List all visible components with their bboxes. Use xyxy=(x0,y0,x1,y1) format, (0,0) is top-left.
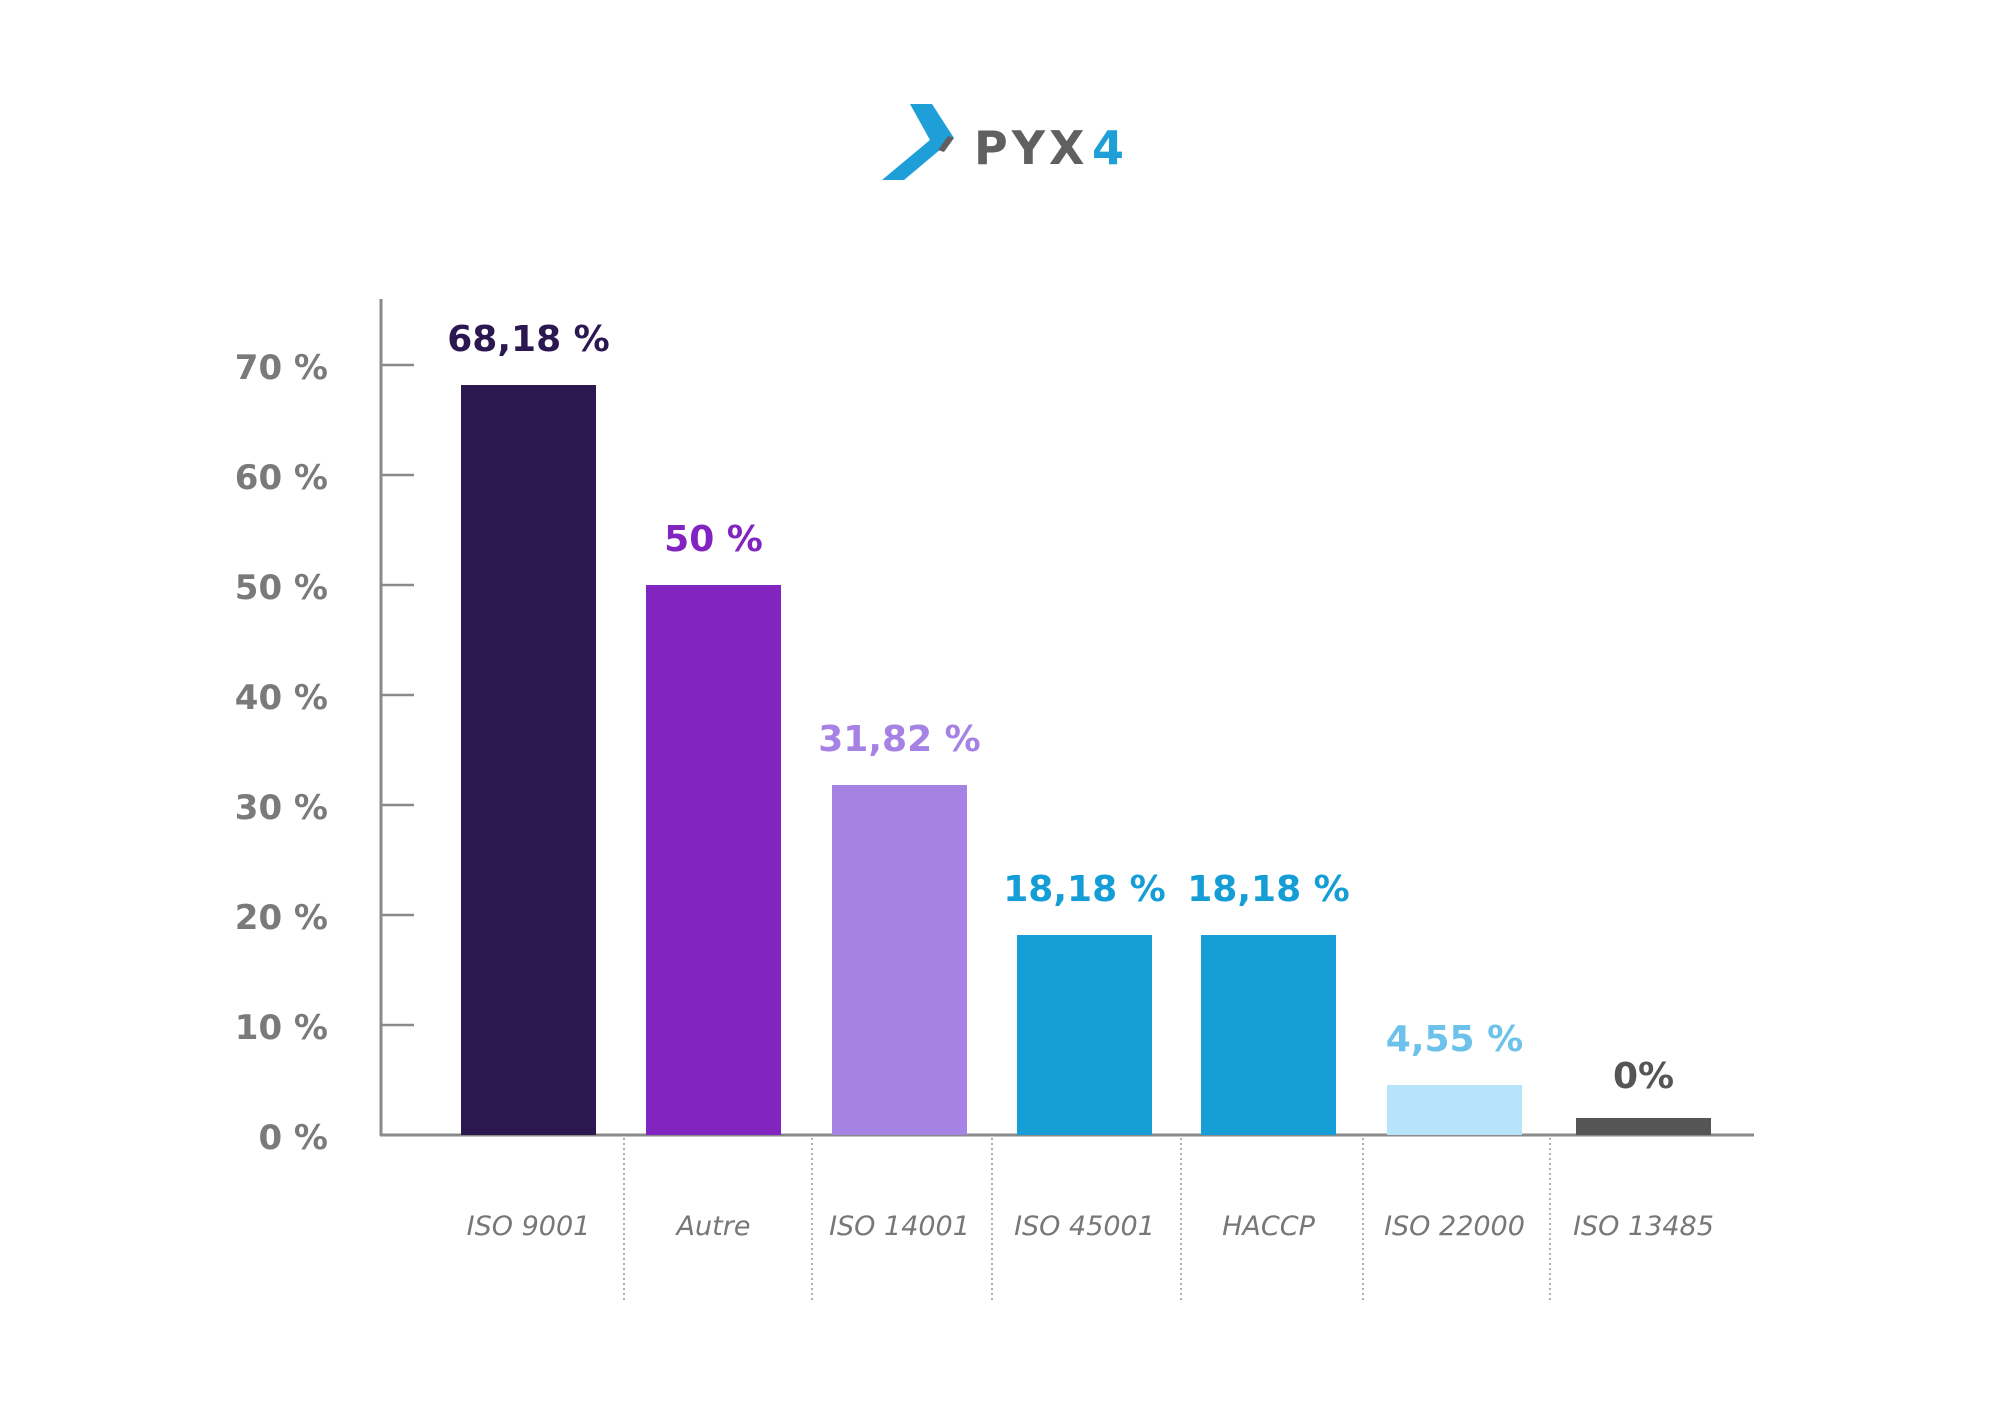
y-tick-label: 70 % xyxy=(235,348,328,388)
value-label: 31,82 % xyxy=(818,719,980,760)
value-label: 18,18 % xyxy=(1187,869,1349,910)
value-label: 50 % xyxy=(664,519,763,560)
bar-iso-22000 xyxy=(1387,1084,1522,1135)
bar-iso-13485 xyxy=(1576,1118,1711,1135)
bar-autre xyxy=(646,585,781,1135)
y-tick-label: 20 % xyxy=(235,898,328,938)
bar-iso-45001 xyxy=(1017,935,1152,1135)
category-label: ISO 14001 xyxy=(829,1211,970,1242)
bar-iso-9001 xyxy=(461,385,596,1135)
pyx4-logo: PYX 4 xyxy=(882,104,1124,180)
category-label: ISO 9001 xyxy=(467,1211,591,1242)
value-label: 68,18 % xyxy=(447,319,609,360)
value-label: 0% xyxy=(1613,1056,1674,1097)
value-label: 18,18 % xyxy=(1003,869,1165,910)
y-tick-label: 50 % xyxy=(235,568,328,608)
category-label: ISO 45001 xyxy=(1014,1211,1155,1242)
y-tick-label: 0 % xyxy=(258,1118,328,1158)
y-tick-label: 60 % xyxy=(235,458,328,498)
logo-x-stroke-icon xyxy=(938,136,954,152)
logo-chevron-icon xyxy=(882,104,954,180)
svg-text:PYX: PYX xyxy=(974,121,1089,175)
category-label: HACCP xyxy=(1222,1211,1315,1242)
category-label: ISO 22000 xyxy=(1384,1211,1525,1242)
bar-iso-14001 xyxy=(832,784,967,1135)
value-label: 4,55 % xyxy=(1386,1019,1523,1060)
y-tick-label: 10 % xyxy=(235,1008,328,1048)
y-tick-label: 30 % xyxy=(235,788,328,828)
svg-text:4: 4 xyxy=(1092,121,1124,175)
category-label: Autre xyxy=(675,1211,751,1242)
bar-haccp xyxy=(1201,935,1336,1135)
y-tick-label: 40 % xyxy=(235,678,328,718)
category-label: ISO 13485 xyxy=(1573,1211,1714,1242)
